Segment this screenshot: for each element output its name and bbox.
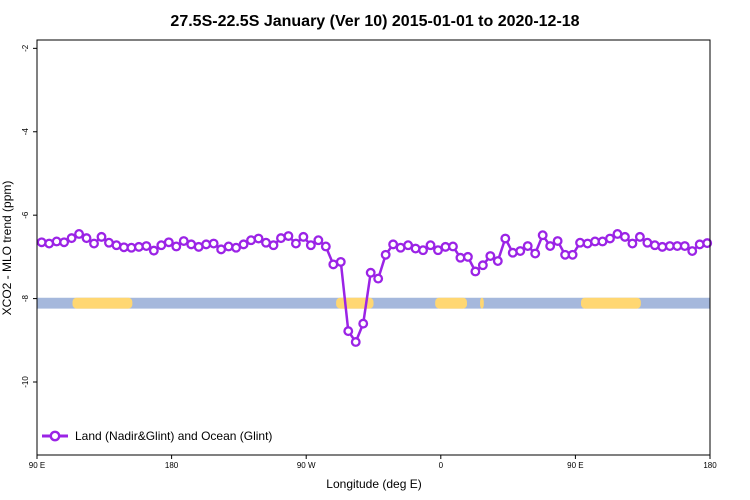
plot-frame bbox=[36, 39, 711, 456]
data-point bbox=[545, 241, 556, 251]
data-point bbox=[552, 236, 563, 246]
data-point bbox=[268, 240, 279, 251]
x-axis-label: Longitude (deg E) bbox=[326, 477, 421, 491]
x-tick-label: 0 bbox=[439, 461, 444, 470]
data-point bbox=[253, 233, 264, 244]
data-point bbox=[96, 231, 107, 242]
y-tick-label: -4 bbox=[21, 128, 30, 136]
land-segment bbox=[435, 297, 467, 309]
legend-label: Land (Nadir&Glint) and Ocean (Glint) bbox=[75, 429, 272, 443]
data-point bbox=[74, 228, 85, 239]
data-point bbox=[66, 233, 77, 244]
data-point bbox=[305, 240, 316, 251]
land-segment bbox=[480, 297, 484, 309]
data-point bbox=[178, 236, 189, 246]
land-segment bbox=[581, 297, 641, 309]
data-point bbox=[283, 231, 294, 241]
data-point bbox=[687, 246, 698, 256]
data-point bbox=[679, 241, 690, 251]
y-tick-label: -6 bbox=[21, 211, 30, 219]
data-point bbox=[298, 231, 309, 242]
x-tick-label: 180 bbox=[703, 461, 717, 470]
data-point bbox=[477, 260, 488, 271]
data-point bbox=[320, 241, 331, 252]
data-point bbox=[515, 246, 526, 256]
y-tick-label: -8 bbox=[21, 294, 30, 302]
y-axis-label: XCO2 - MLO trend (ppm) bbox=[0, 181, 14, 316]
data-point bbox=[530, 248, 541, 259]
x-axis: 90 E 180 90 W 0 90 E 180 bbox=[29, 455, 717, 470]
data-point bbox=[403, 240, 414, 251]
data-point bbox=[358, 318, 369, 329]
data-point bbox=[462, 251, 473, 262]
data-point bbox=[694, 239, 705, 250]
data-point bbox=[373, 273, 384, 284]
data-point bbox=[537, 230, 548, 241]
land-segment bbox=[72, 297, 133, 309]
data-point bbox=[141, 241, 152, 251]
x-tick-label: 180 bbox=[165, 461, 179, 470]
data-point bbox=[485, 251, 496, 262]
data-point bbox=[470, 266, 481, 277]
data-point bbox=[522, 241, 533, 251]
legend-marker bbox=[49, 430, 61, 442]
data-point bbox=[433, 245, 443, 256]
y-tick-label: -10 bbox=[21, 376, 30, 388]
data-point bbox=[343, 326, 354, 337]
data-point bbox=[500, 233, 511, 244]
data-point bbox=[365, 267, 376, 278]
data-point bbox=[605, 233, 615, 244]
data-point bbox=[148, 245, 159, 256]
x-tick-label: 90 E bbox=[567, 461, 583, 470]
chart-title: 27.5S-22.5S January (Ver 10) 2015-01-01 … bbox=[170, 13, 579, 30]
data-point bbox=[335, 256, 346, 267]
data-point bbox=[171, 241, 182, 252]
y-axis: -2 -4 -6 -8 -10 bbox=[21, 44, 37, 388]
data-point bbox=[448, 241, 458, 252]
data-point bbox=[163, 237, 174, 248]
data-point bbox=[290, 238, 301, 249]
series-layer bbox=[36, 228, 713, 347]
data-point bbox=[231, 242, 242, 253]
surface-band bbox=[37, 297, 710, 309]
data-point bbox=[425, 240, 436, 251]
data-point bbox=[380, 249, 391, 260]
data-point bbox=[567, 249, 578, 260]
data-point bbox=[81, 233, 92, 244]
data-point bbox=[619, 231, 630, 242]
data-point bbox=[388, 239, 399, 250]
data-point bbox=[89, 238, 99, 249]
data-point bbox=[702, 238, 713, 249]
data-point bbox=[36, 237, 47, 248]
data-point bbox=[313, 235, 324, 246]
data-point bbox=[492, 256, 503, 267]
data-point bbox=[627, 238, 638, 249]
legend: Land (Nadir&Glint) and Ocean (Glint) bbox=[42, 429, 272, 443]
data-point bbox=[418, 245, 428, 256]
data-point bbox=[634, 231, 645, 242]
data-point bbox=[238, 239, 249, 250]
data-point bbox=[59, 237, 70, 248]
x-tick-label: 90 W bbox=[297, 461, 316, 470]
x-tick-label: 90 E bbox=[29, 461, 45, 470]
y-tick-label: -2 bbox=[21, 44, 30, 52]
data-point bbox=[223, 241, 234, 252]
data-point bbox=[350, 337, 361, 347]
data-point bbox=[208, 238, 219, 249]
